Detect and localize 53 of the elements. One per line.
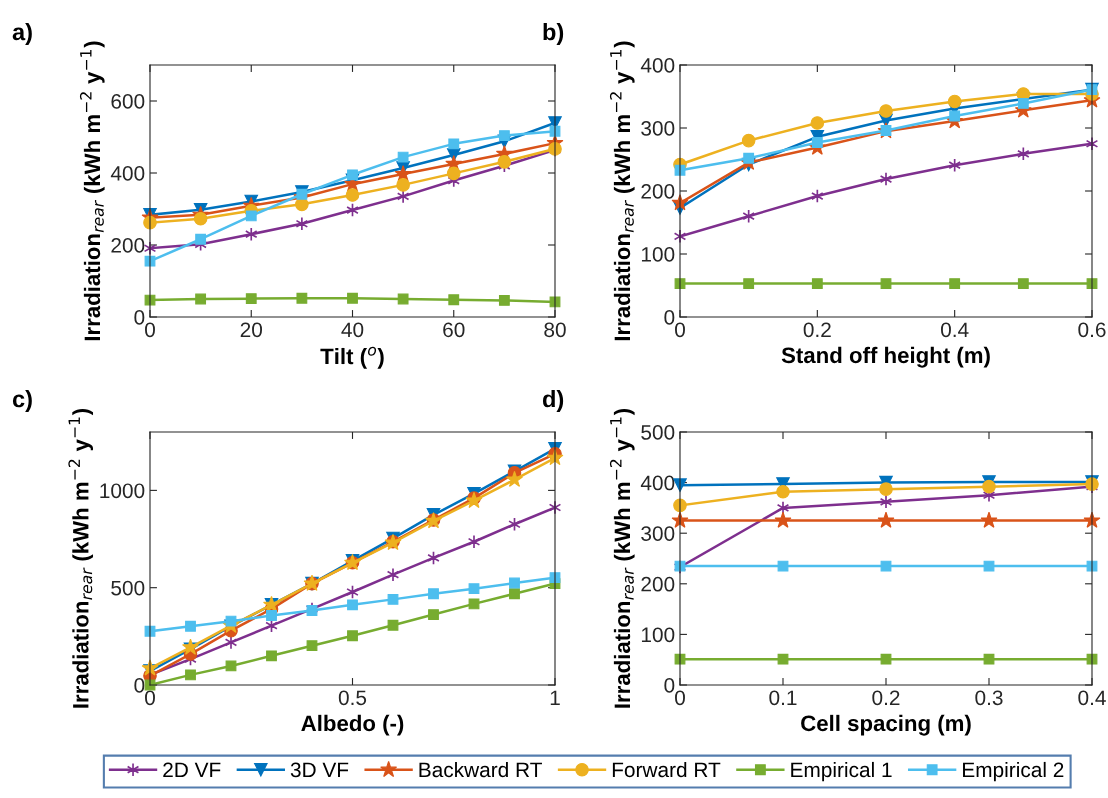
text: b) bbox=[543, 23, 564, 46]
y-tick-label: 100 bbox=[641, 627, 675, 643]
x-tick-label: 0 bbox=[145, 322, 155, 338]
x-tick-label: 0.1 bbox=[769, 690, 797, 706]
y-axis-title: Irradiation$_{rear}$ (kWh m$^{−2}$ y$^{−1}$) bbox=[68, 409, 94, 708]
y-axis-title: Irradiation$_{rear}$ (kWh m$^{−2}$ y$^{−1}$) bbox=[609, 409, 635, 708]
y-tick-label: 400 bbox=[110, 166, 145, 181]
text: d) bbox=[542, 390, 564, 413]
legend-label: 3D VF bbox=[290, 762, 349, 778]
y-tick-label: 0 bbox=[664, 310, 675, 325]
y-tick-label: 300 bbox=[641, 526, 675, 541]
x-axis-title: Albedo (-) bbox=[301, 714, 404, 736]
x-tick-label: 0.4 bbox=[1078, 690, 1106, 706]
y-tick-label: 0 bbox=[664, 678, 675, 693]
y-tick-label: 200 bbox=[111, 238, 145, 253]
x-tick-label: 60 bbox=[443, 322, 465, 338]
y-tick-label: 100 bbox=[641, 247, 675, 262]
y-tick-label: 1000 bbox=[100, 483, 145, 499]
x-tick-label: 0 bbox=[675, 690, 685, 706]
x-axis-title: Stand off height (m) bbox=[781, 346, 990, 368]
y-tick-label: 300 bbox=[641, 121, 675, 136]
x-tick-label: 0 bbox=[675, 322, 685, 338]
x-tick-label: 0.6 bbox=[1078, 322, 1106, 338]
x-axis-title: Tilt ($^{o}$) bbox=[320, 346, 384, 369]
x-tick-label: 0.3 bbox=[975, 690, 1003, 706]
y-tick-label: 400 bbox=[640, 475, 675, 491]
legend-label: Empirical 1 bbox=[791, 761, 892, 782]
y-axis-title: Irradiation$_{rear}$ (kWh m$^{−2}$ y$^{−1}$) bbox=[609, 41, 635, 341]
y-tick-label: 200 bbox=[641, 184, 675, 199]
y-tick-label: 500 bbox=[111, 580, 145, 596]
legend-label: Empirical 2 bbox=[963, 761, 1064, 782]
legend-label: Forward RT bbox=[612, 761, 721, 778]
y-tick-label: 600 bbox=[111, 94, 145, 109]
y-tick-label: 0 bbox=[134, 310, 145, 325]
x-tick-label: 20 bbox=[240, 322, 263, 338]
x-tick-label: 0.5 bbox=[338, 690, 367, 706]
x-tick-label: 40 bbox=[341, 322, 364, 338]
y-tick-label: 200 bbox=[641, 576, 675, 592]
legend-label: 2D VF bbox=[163, 762, 221, 778]
x-tick-label: 80 bbox=[544, 322, 566, 338]
text: a) bbox=[12, 23, 32, 46]
y-tick-label: 400 bbox=[640, 58, 675, 73]
x-tick-label: 0.4 bbox=[941, 322, 969, 338]
y-tick-label: 500 bbox=[641, 425, 675, 440]
x-tick-label: 0.2 bbox=[803, 322, 831, 338]
x-tick-label: 1 bbox=[550, 690, 560, 705]
x-tick-label: 0 bbox=[145, 690, 155, 706]
x-axis-title: Cell spacing (m) bbox=[801, 714, 971, 736]
y-axis-title: Irradiation$_{rear}$ (kWh m$^{−2}$ y$^{−1}$) bbox=[79, 41, 105, 341]
legend-label: Backward RT bbox=[419, 761, 542, 778]
text: c) bbox=[12, 390, 32, 413]
y-tick-label: 0 bbox=[134, 678, 145, 693]
x-tick-label: 0.2 bbox=[872, 690, 900, 706]
